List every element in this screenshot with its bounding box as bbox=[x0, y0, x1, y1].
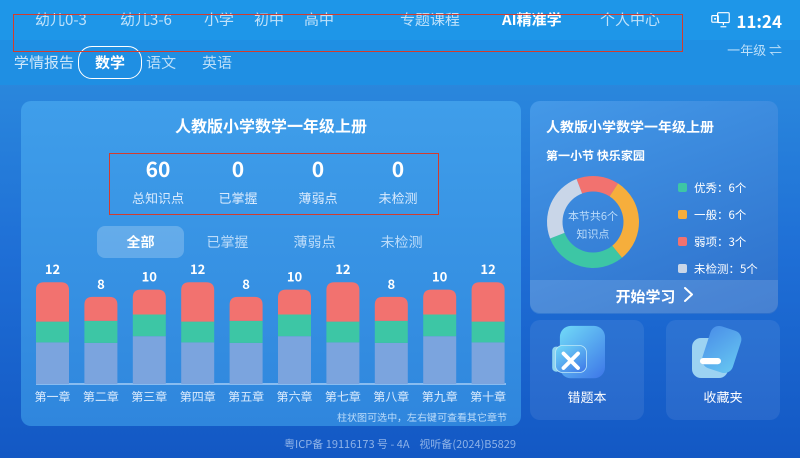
svg-text:8: 8 bbox=[97, 274, 105, 293]
svg-text:知识点: 知识点 bbox=[577, 226, 610, 242]
svg-text:第九章: 第九章 bbox=[422, 388, 458, 405]
svg-text:第一章: 第一章 bbox=[34, 388, 70, 405]
svg-text:第六章: 第六章 bbox=[276, 388, 312, 405]
svg-text:8: 8 bbox=[387, 274, 395, 293]
svg-text:12: 12 bbox=[190, 259, 205, 278]
svg-text:第三章: 第三章 bbox=[131, 388, 167, 405]
svg-text:10: 10 bbox=[142, 267, 158, 286]
svg-text:第八章: 第八章 bbox=[373, 388, 409, 405]
svg-text:8: 8 bbox=[242, 274, 250, 293]
svg-text:第二章: 第二章 bbox=[83, 388, 119, 405]
svg-text:12: 12 bbox=[480, 259, 495, 278]
svg-text:10: 10 bbox=[432, 267, 448, 286]
svg-text:第四章: 第四章 bbox=[180, 388, 216, 405]
svg-text:第十章: 第十章 bbox=[470, 388, 506, 405]
svg-text:第七章: 第七章 bbox=[325, 388, 361, 405]
svg-text:第五章: 第五章 bbox=[228, 388, 264, 405]
svg-text:本节共6个: 本节共6个 bbox=[568, 208, 618, 224]
svg-text:12: 12 bbox=[45, 259, 60, 278]
svg-text:12: 12 bbox=[335, 259, 350, 278]
svg-text:10: 10 bbox=[287, 267, 303, 286]
